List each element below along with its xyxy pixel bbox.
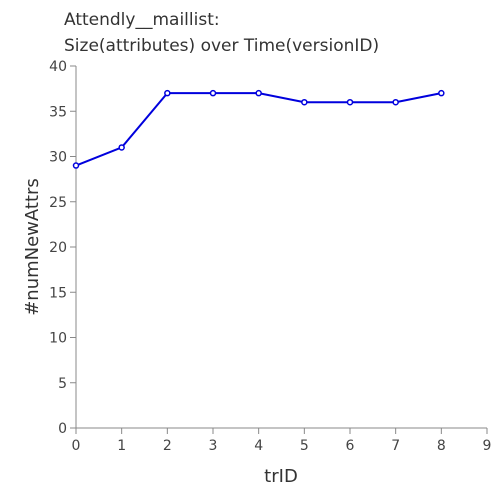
x-tick-label: 7 (391, 438, 400, 454)
x-axis-label: trID (264, 466, 298, 487)
chart-title-line-1: Attendly__maillist: (64, 10, 220, 30)
y-tick-label: 35 (49, 104, 67, 120)
data-point (392, 98, 399, 106)
y-ticks: 0 5 10 15 20 25 30 35 40 (49, 59, 76, 437)
x-tick-label: 1 (117, 438, 126, 454)
data-point (438, 89, 445, 97)
data-point (255, 89, 262, 97)
y-tick-label: 20 (49, 240, 67, 256)
y-tick-label: 15 (49, 285, 67, 301)
data-point (164, 89, 171, 97)
data-point (346, 98, 354, 106)
x-tick-label: 8 (437, 438, 446, 454)
series-layer (72, 89, 445, 169)
x-tick-label: 0 (72, 438, 81, 454)
x-tick-label: 4 (254, 438, 263, 454)
x-tick-label: 2 (163, 438, 172, 454)
data-point (301, 98, 308, 106)
x-tick-label: 6 (346, 438, 355, 454)
y-tick-label: 40 (49, 59, 67, 75)
x-tick-label: 3 (209, 438, 218, 454)
y-tick-label: 10 (49, 331, 67, 347)
x-tick-label: 9 (483, 438, 492, 454)
data-point (118, 144, 125, 151)
y-tick-label: 5 (58, 376, 67, 392)
y-axis-label: #numNewAttrs (22, 178, 43, 316)
y-tick-label: 25 (49, 195, 67, 211)
series-line (75, 92, 442, 167)
y-tick-label: 30 (49, 150, 67, 166)
x-ticks: 0 1 2 3 4 5 6 7 8 9 (72, 428, 492, 454)
data-point (209, 89, 217, 97)
y-tick-label: 0 (58, 421, 67, 437)
chart-title-line-2: Size(attributes) over Time(versionID) (64, 36, 379, 56)
data-point (72, 162, 80, 169)
x-tick-label: 5 (300, 438, 309, 454)
